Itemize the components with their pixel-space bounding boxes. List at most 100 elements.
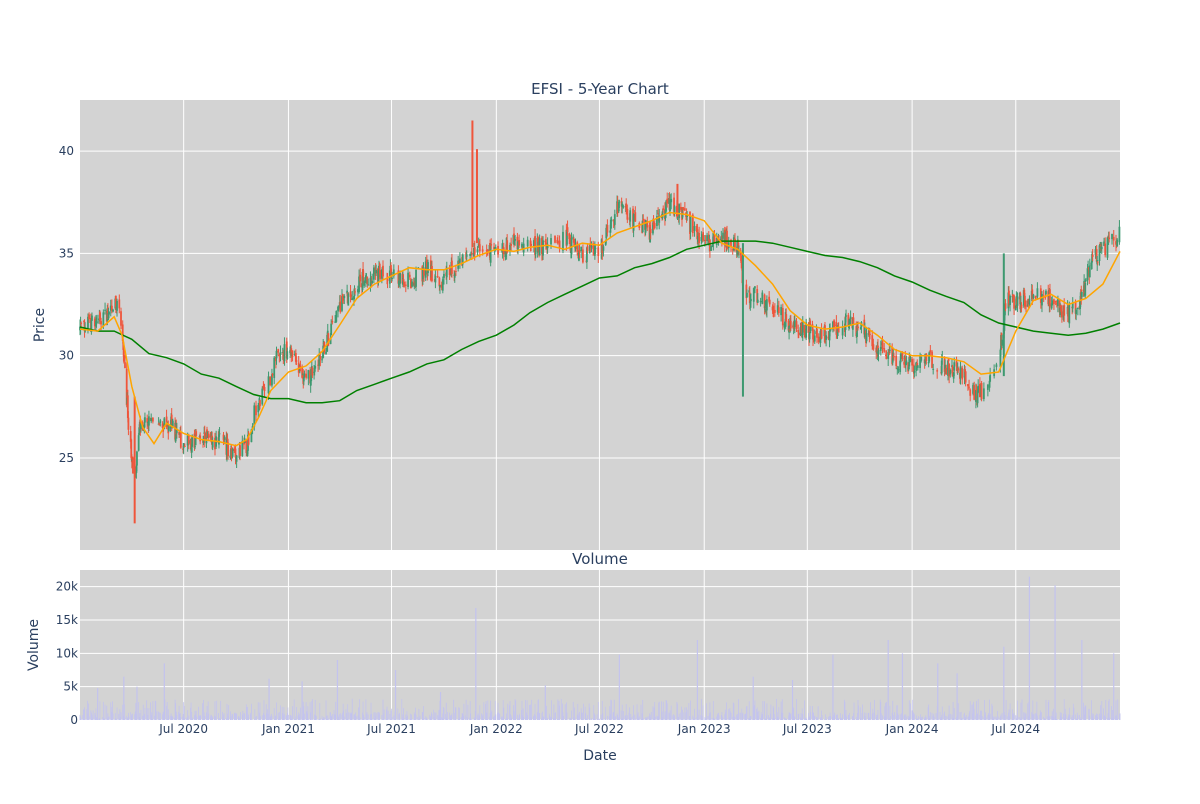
candle-body — [224, 437, 226, 440]
candle-body — [108, 312, 110, 315]
volume-bar — [240, 712, 241, 720]
volume-bar — [641, 705, 642, 720]
candle-body — [474, 247, 476, 254]
candle-body — [427, 262, 429, 273]
x-tick-label: Jul 2024 — [990, 722, 1040, 736]
volume-bar — [117, 707, 118, 720]
volume-bar — [420, 716, 421, 720]
candle-body — [1024, 296, 1026, 307]
candle-body — [304, 373, 306, 376]
volume-bar — [318, 719, 319, 720]
volume-bar — [364, 717, 365, 720]
candle-body — [883, 348, 885, 352]
volume-bar — [802, 714, 803, 720]
volume-bar — [866, 713, 867, 720]
candle-body — [634, 212, 636, 221]
candle-body — [797, 330, 799, 332]
candle-body — [307, 370, 309, 378]
volume-bar — [671, 706, 672, 720]
candle-body — [902, 353, 904, 359]
volume-bar — [567, 713, 568, 720]
candle-body — [960, 366, 962, 377]
candle-body — [906, 360, 908, 363]
volume-bar — [643, 718, 644, 720]
candle-body — [1119, 227, 1121, 242]
candle-body — [311, 368, 313, 376]
candle-body — [88, 315, 90, 320]
volume-bar — [726, 702, 727, 720]
candle-body — [567, 227, 569, 232]
candle-body — [514, 239, 516, 241]
volume-bar — [151, 712, 152, 720]
candle-body — [1001, 340, 1003, 346]
candle-body — [471, 253, 473, 254]
volume-bar — [681, 707, 682, 720]
volume-bar — [822, 719, 823, 720]
volume-bar — [444, 708, 445, 720]
volume-bar — [626, 704, 627, 720]
volume-bar — [573, 702, 574, 720]
volume-bar — [487, 700, 488, 720]
volume-bar — [196, 717, 197, 720]
volume-bar — [621, 711, 622, 720]
candle-body — [403, 282, 405, 287]
candle-body — [331, 321, 333, 322]
volume-bar — [1111, 706, 1112, 720]
candle-body — [367, 284, 369, 285]
candle-body — [354, 291, 356, 292]
price-y-tick-label: 35 — [59, 246, 74, 260]
volume-bar — [1064, 699, 1065, 720]
candle-body — [195, 431, 197, 436]
volume-bar — [308, 719, 309, 720]
volume-bar — [838, 718, 839, 720]
candle-body — [650, 229, 652, 233]
volume-bar — [1050, 716, 1051, 720]
volume-bar — [1085, 706, 1086, 720]
volume-bar — [579, 712, 580, 720]
volume-bar — [1018, 717, 1019, 720]
candle-body — [423, 270, 425, 276]
volume-bar — [452, 713, 453, 720]
volume-bar — [1089, 716, 1090, 720]
volume-bar-spike — [937, 663, 938, 720]
volume-bar — [401, 699, 402, 720]
volume-bar — [1046, 700, 1047, 720]
candle-body — [518, 240, 520, 246]
candle-body — [778, 307, 780, 313]
volume-bar — [215, 716, 216, 720]
candle-body — [168, 427, 170, 431]
candle-body — [910, 357, 912, 362]
volume-bar-spike — [97, 688, 98, 720]
candle-body — [439, 285, 441, 287]
volume-bar — [546, 706, 547, 720]
candle-body — [880, 347, 882, 351]
volume-bar — [551, 700, 552, 720]
candle-body — [734, 239, 736, 248]
volume-bar — [659, 702, 660, 720]
volume-bar — [448, 719, 449, 720]
volume-bar — [703, 705, 704, 720]
volume-bar — [274, 708, 275, 720]
candle-body — [1063, 305, 1065, 315]
candle-body — [670, 199, 672, 202]
volume-bar — [344, 717, 345, 720]
volume-bar — [372, 719, 373, 720]
candle-body — [607, 225, 609, 233]
volume-bar — [258, 702, 259, 720]
candle-body — [431, 266, 433, 281]
candle-body — [259, 400, 261, 406]
volume-bar — [1073, 708, 1074, 720]
volume-bar — [495, 714, 496, 720]
volume-bar — [872, 709, 873, 720]
volume-bar — [854, 703, 855, 720]
volume-bar — [1105, 700, 1106, 720]
volume-bar — [288, 715, 289, 720]
volume-bar — [583, 704, 584, 720]
volume-bar — [262, 715, 263, 720]
volume-bar — [320, 718, 321, 720]
candle-body — [382, 266, 384, 277]
candle-body — [1009, 296, 1011, 305]
volume-bar-spike — [395, 670, 396, 720]
candle-body — [576, 242, 578, 252]
